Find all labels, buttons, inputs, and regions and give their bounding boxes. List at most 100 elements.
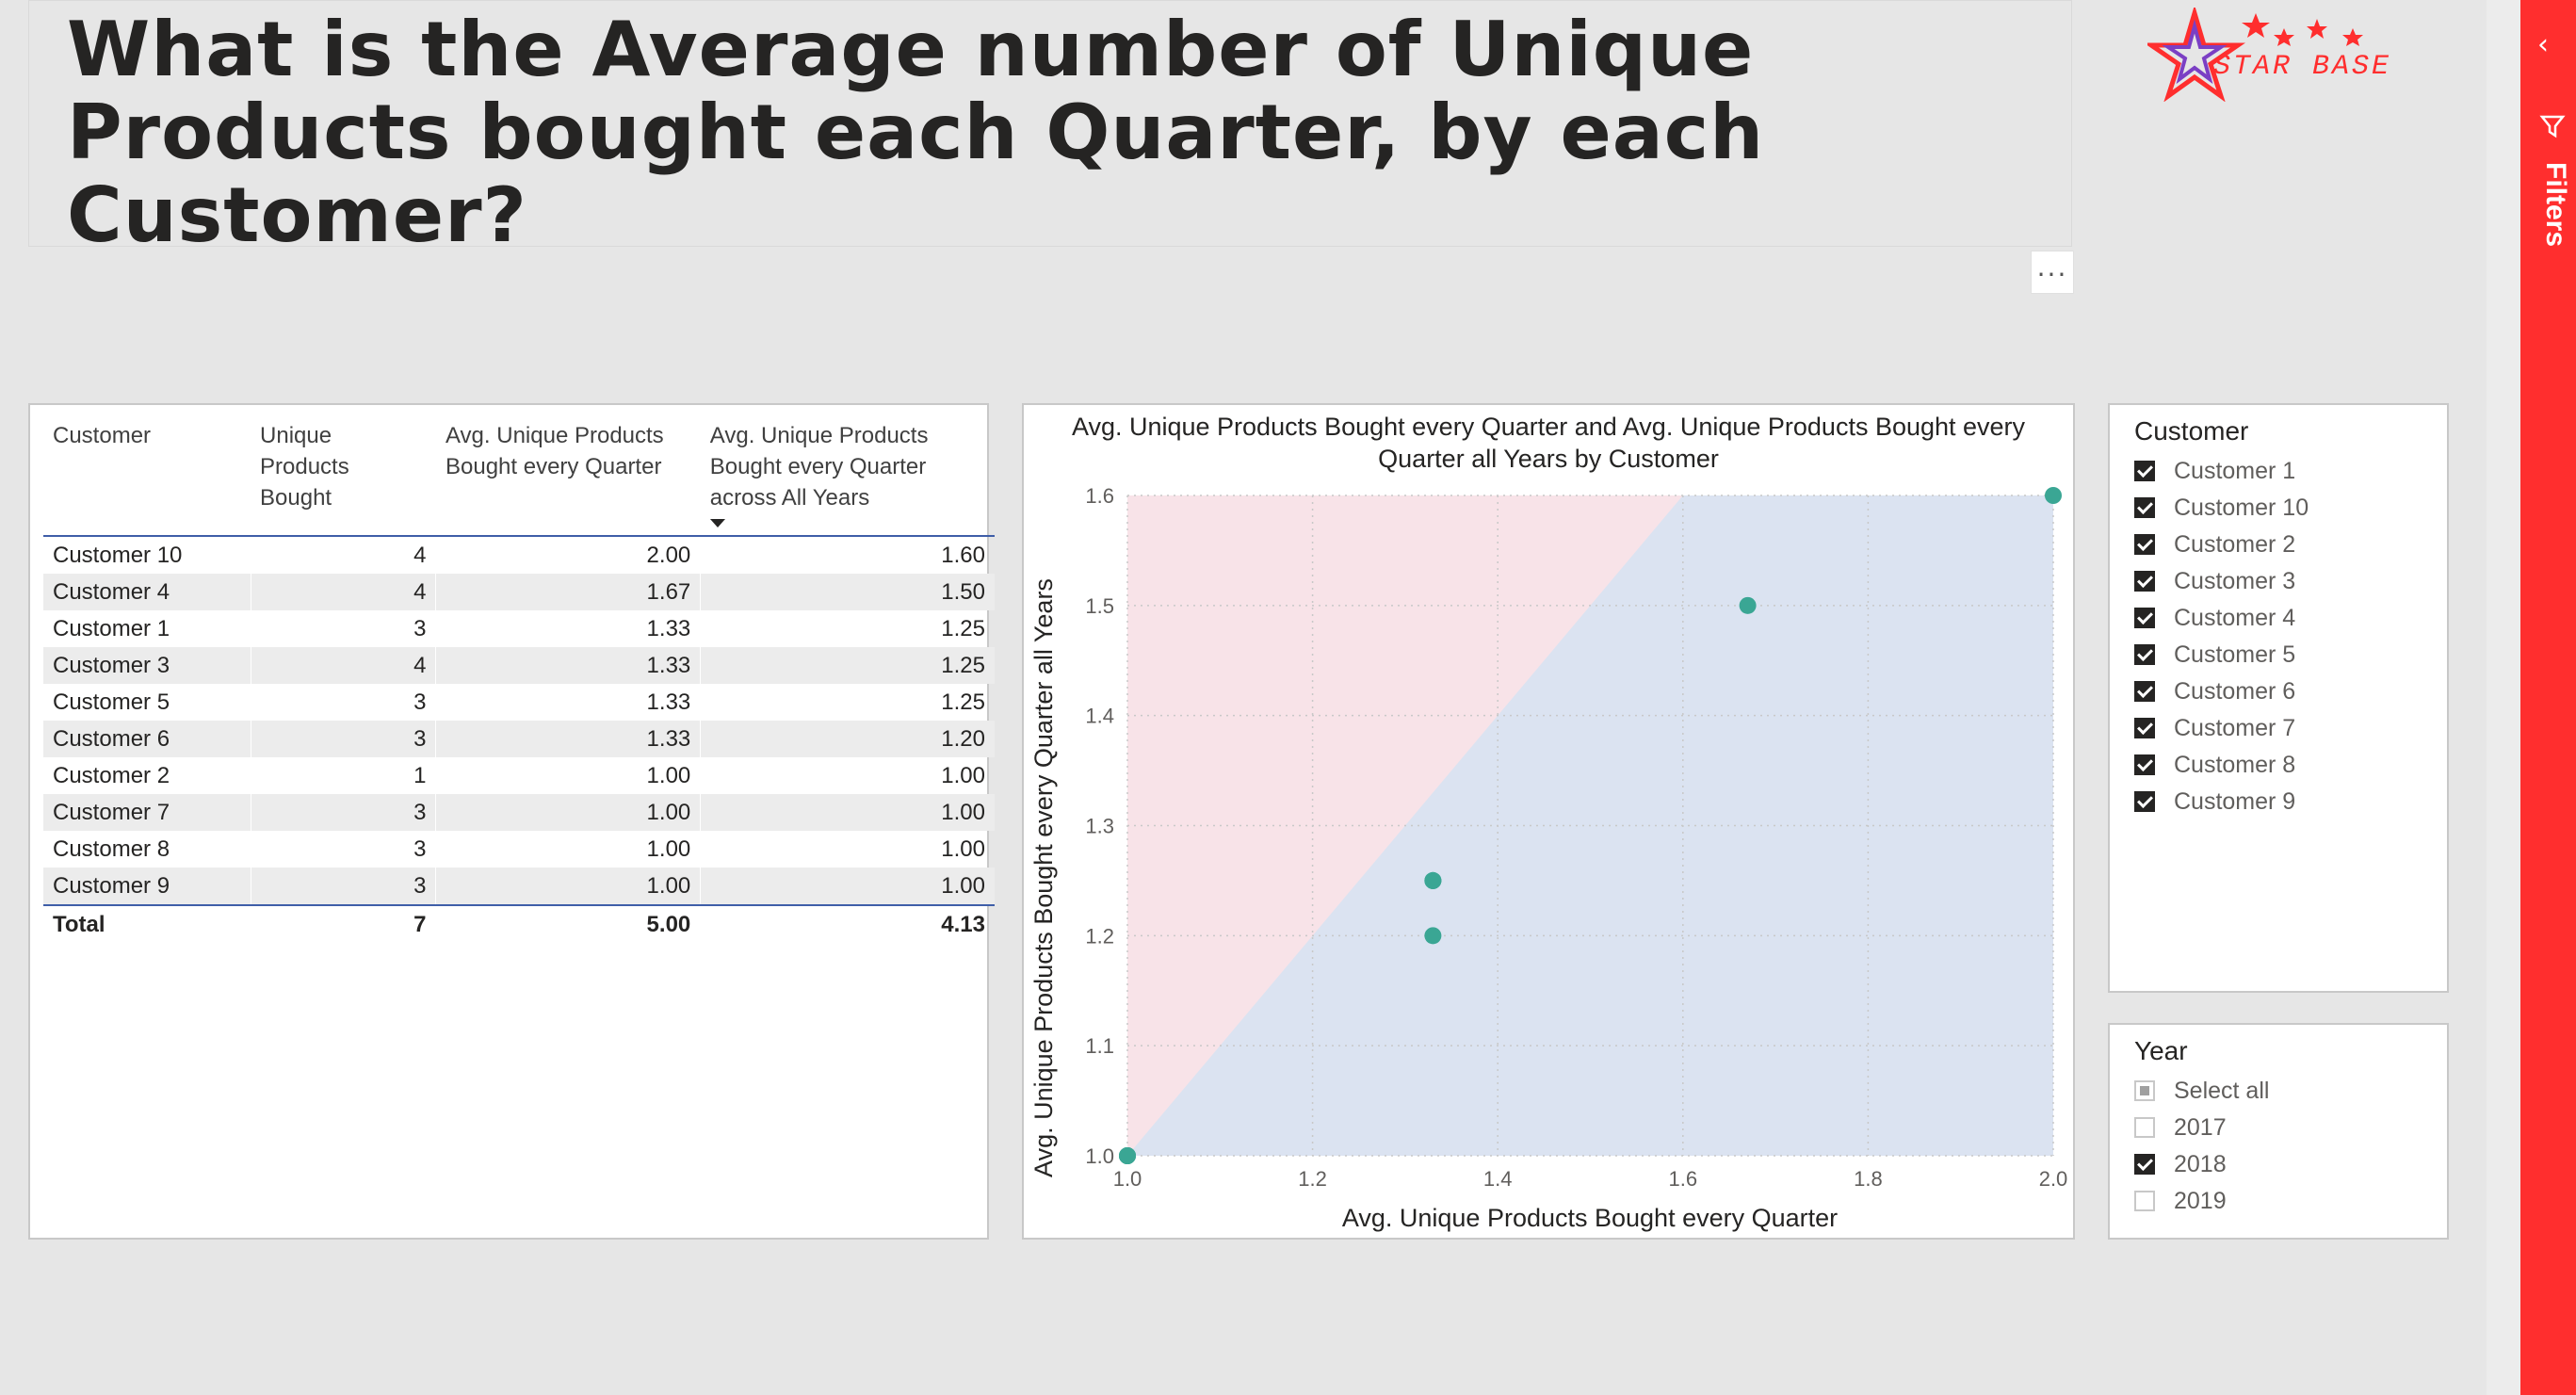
cell-avg-quarter: 1.33 [435,647,701,684]
cell-avg-quarter: 2.00 [435,536,701,574]
col-header-avg-all-years-label: Avg. Unique Products Bought every Quarte… [709,423,929,511]
checkbox-icon[interactable] [2134,791,2155,812]
collapse-filters-icon[interactable]: ‹ [2537,28,2549,61]
customer-slicer-item[interactable]: Customer 7 [2134,711,2295,745]
page-title: What is the Average number of Unique Pro… [67,6,1765,259]
col-header-unique-products[interactable]: Unique Products Bought [260,423,349,511]
table-row[interactable]: Customer 5 3 1.33 1.25 [43,684,995,721]
scatter-point[interactable] [1739,596,1757,614]
customer-slicer-item[interactable]: Customer 10 [2134,491,2309,525]
customer-slicer-item-label: Customer 3 [2174,567,2296,594]
cell-avg-all-years: 1.00 [700,868,995,905]
logo-star-4 [2342,28,2363,46]
scatter-point[interactable] [1119,1147,1136,1164]
customer-slicer-item[interactable]: Customer 4 [2134,601,2295,635]
customer-slicer-item-label: Customer 2 [2174,530,2296,558]
x-tick-label: 1.4 [1483,1167,1513,1191]
table-row[interactable]: Customer 8 3 1.00 1.00 [43,831,995,868]
table-row[interactable]: Customer 4 4 1.67 1.50 [43,574,995,610]
customer-slicer-item[interactable]: Customer 5 [2134,638,2295,672]
col-header-customer[interactable]: Customer [53,423,152,448]
y-tick-label: 1.4 [1085,705,1114,728]
customer-slicer-item-label: Customer 5 [2174,641,2296,668]
customer-slicer-item[interactable]: Customer 3 [2134,564,2295,598]
x-axis-label: Avg. Unique Products Bought every Quarte… [1342,1204,1838,1232]
scatter-point[interactable] [1424,871,1442,889]
cell-avg-all-years: 1.20 [700,721,995,757]
scatter-point[interactable] [1424,927,1442,945]
cell-avg-all-years: 1.00 [700,794,995,831]
scatter-point[interactable] [2045,487,2062,504]
cell-unique-products: 3 [250,868,436,905]
table-row[interactable]: Customer 3 4 1.33 1.25 [43,647,995,684]
customer-slicer-item-label: Customer 7 [2174,714,2296,741]
cell-customer: Customer 9 [43,868,251,905]
checkbox-icon[interactable] [2134,754,2155,775]
cell-avg-quarter: 1.00 [435,794,701,831]
logo-text: STAR BASE [2213,51,2391,83]
cell-unique-products: 3 [250,794,436,831]
col-header-avg-quarter[interactable]: Avg. Unique Products Bought every Quarte… [445,423,664,479]
checkbox-icon[interactable] [2134,644,2155,665]
table-visual[interactable]: Customer Unique Products Bought Avg. Uni… [28,403,995,1240]
filters-pane[interactable] [2520,0,2576,1395]
customer-slicer-item[interactable]: Customer 2 [2134,527,2295,561]
customer-slicer-item[interactable]: Customer 8 [2134,748,2295,782]
cell-unique-products: 4 [250,647,436,684]
checkbox-icon[interactable] [2134,681,2155,702]
scatter-visual[interactable]: Avg. Unique Products Bought every Quarte… [1022,403,2075,1240]
table-row[interactable]: Customer 6 3 1.33 1.20 [43,721,995,757]
checkbox-icon[interactable] [2134,1191,2155,1211]
cell-avg-quarter: 1.67 [435,574,701,610]
cell-unique-products: 3 [250,684,436,721]
y-tick-label: 1.6 [1085,484,1114,508]
cell-unique-products: 3 [250,831,436,868]
table-header-row: Customer Unique Products Bought Avg. Uni… [43,416,995,536]
table-row[interactable]: Customer 1 3 1.33 1.25 [43,610,995,647]
col-header-avg-all-years[interactable]: Avg. Unique Products Bought every Quarte… [701,416,995,536]
table-row[interactable]: Customer 10 4 2.00 1.60 [43,536,995,574]
table-row[interactable]: Customer 7 3 1.00 1.00 [43,794,995,831]
customer-slicer-title: Customer [2134,416,2249,446]
customer-slicer[interactable]: Customer Customer 1 Customer 10 Customer 2… [2108,403,2449,993]
title-textbox[interactable]: What is the Average number of Unique Pro… [28,0,2072,257]
customer-slicer-item-label: Customer 8 [2174,751,2296,778]
table-row[interactable]: Customer 2 1 1.00 1.00 [43,757,995,794]
filters-label[interactable]: Filters [2540,162,2571,248]
year-slicer-item[interactable]: 2019 [2134,1184,2227,1218]
checkbox-icon[interactable] [2134,461,2155,481]
customer-slicer-item-label: Customer 4 [2174,604,2296,631]
year-slicer-item-label: Select all [2174,1077,2270,1104]
x-tick-label: 1.0 [1113,1167,1142,1191]
customer-slicer-item[interactable]: Customer 1 [2134,454,2295,488]
checkbox-icon[interactable] [2134,1080,2155,1101]
more-options-button[interactable]: ... [2031,251,2074,294]
cell-avg-quarter: 1.33 [435,684,701,721]
checkbox-icon[interactable] [2134,1117,2155,1138]
chart-title: Avg. Unique Products Bought every Quarte… [1072,413,2026,473]
checkbox-icon[interactable] [2134,497,2155,518]
year-slicer-item[interactable]: Select all [2134,1074,2269,1108]
customer-slicer-item[interactable]: Customer 9 [2134,785,2295,819]
cell-avg-quarter: 1.00 [435,831,701,868]
logo-star-inner [2162,19,2228,85]
cell-customer: Customer 6 [43,721,251,757]
checkbox-icon[interactable] [2134,571,2155,592]
checkbox-icon[interactable] [2134,534,2155,555]
checkbox-icon[interactable] [2134,718,2155,738]
cell-avg-quarter: 1.00 [435,757,701,794]
customer-slicer-item[interactable]: Customer 6 [2134,674,2295,708]
year-slicer-item[interactable]: 2018 [2134,1147,2227,1181]
cell-unique-products: 3 [250,721,436,757]
checkbox-icon[interactable] [2134,1154,2155,1175]
cell-customer: Customer 8 [53,836,170,862]
checkbox-icon[interactable] [2134,608,2155,628]
cell-avg-all-years: 1.00 [700,831,995,868]
year-slicer[interactable]: Year Select all 2017 2018 2019 [2108,1023,2449,1240]
y-tick-label: 1.2 [1085,924,1114,948]
customer-slicer-item-label: Customer 10 [2174,494,2309,521]
y-tick-label: 1.3 [1085,815,1114,838]
logo-star-1 [2242,13,2270,38]
year-slicer-item[interactable]: 2017 [2134,1111,2227,1144]
table-row[interactable]: Customer 9 3 1.00 1.00 [43,868,995,905]
